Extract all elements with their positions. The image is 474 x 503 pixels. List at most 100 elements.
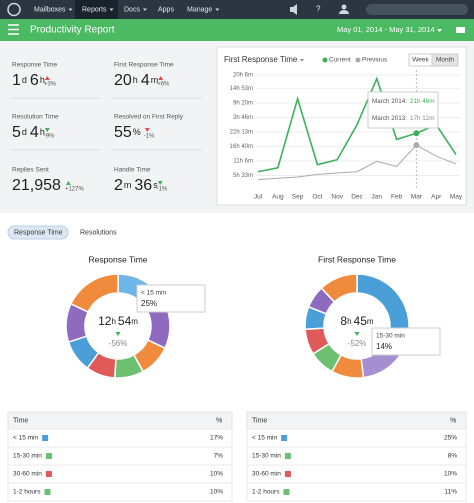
metric-change: +3% bbox=[44, 82, 57, 88]
row-value: 17% bbox=[210, 435, 223, 442]
metric-value: 55% bbox=[114, 124, 141, 141]
x-tick-label: Apr bbox=[431, 194, 442, 201]
center-unit: h bbox=[347, 317, 351, 326]
metric-trend bbox=[44, 128, 50, 132]
metric-unit: d bbox=[22, 127, 27, 137]
nav-item[interactable]: Reports bbox=[82, 6, 107, 13]
x-tick-label: May bbox=[450, 194, 463, 201]
metric-number: 4 bbox=[30, 124, 39, 141]
metric-unit: s bbox=[153, 180, 158, 190]
header-bar bbox=[0, 19, 474, 41]
nav-item[interactable]: Mailboxes bbox=[34, 6, 66, 13]
nav-caret bbox=[68, 8, 73, 11]
nav-item[interactable]: Docs bbox=[124, 6, 140, 13]
legend-dot bbox=[322, 57, 328, 63]
announce-icon[interactable] bbox=[290, 4, 297, 15]
hover-point bbox=[413, 142, 420, 149]
metric-label: First Response Time bbox=[114, 62, 174, 69]
metric-number: 5 bbox=[12, 124, 21, 141]
metric-value: 20h 4m bbox=[114, 72, 158, 89]
metric-number: 55 bbox=[114, 124, 132, 141]
menu-icon[interactable] bbox=[8, 24, 19, 35]
nav-item[interactable]: Apps bbox=[158, 6, 174, 13]
search-box[interactable] bbox=[366, 4, 468, 15]
column-header: Time bbox=[252, 417, 267, 424]
tab[interactable]: Resolutions bbox=[80, 229, 117, 236]
metric-unit: m bbox=[124, 180, 132, 190]
row-label: 1-2 hours bbox=[13, 489, 41, 496]
metric-number: 4 bbox=[141, 72, 150, 89]
metric-unit: m bbox=[151, 75, 159, 85]
print-icon[interactable] bbox=[456, 27, 465, 33]
x-tick-label: Nov bbox=[331, 194, 343, 201]
center-number: 12 bbox=[98, 314, 112, 328]
center-trend bbox=[354, 332, 360, 336]
tooltip-line: March 2014: 21h 46m bbox=[372, 98, 435, 105]
y-tick-label: 22h 13m bbox=[230, 130, 253, 136]
user-icon[interactable] bbox=[341, 4, 347, 10]
column-header: Time bbox=[13, 417, 28, 424]
tooltip-value: 25% bbox=[141, 299, 157, 308]
logo[interactable] bbox=[7, 2, 21, 17]
metric-value: 5d 4h bbox=[12, 124, 45, 141]
toggle-button[interactable] bbox=[431, 53, 459, 67]
row-swatch bbox=[283, 489, 290, 495]
metric-trend bbox=[144, 128, 150, 132]
y-tick-label: 20h 6m bbox=[233, 73, 253, 79]
tab[interactable]: Response Time bbox=[14, 229, 63, 236]
donut-segment[interactable] bbox=[69, 273, 119, 313]
tooltip-label: < 15 min bbox=[141, 290, 166, 297]
metric-unit: h bbox=[40, 127, 45, 137]
nav-active bbox=[75, 0, 118, 19]
metric-unit: h bbox=[40, 75, 45, 85]
tooltip bbox=[367, 91, 439, 129]
metric-value: 1d 6h bbox=[12, 72, 45, 89]
tooltip-label: March 2014: bbox=[372, 98, 407, 105]
date-range[interactable]: May 01, 2014 - May 31, 2014 bbox=[337, 25, 435, 34]
metric-trend bbox=[44, 76, 50, 80]
tooltip-label: March 2013: bbox=[372, 115, 407, 122]
series-line bbox=[257, 144, 457, 181]
y-tick-label: 3h 46m bbox=[233, 115, 253, 121]
tab-active[interactable] bbox=[7, 225, 69, 240]
x-tick-label: Aug bbox=[272, 194, 284, 201]
metric-value: 2m 36s bbox=[114, 177, 158, 194]
metric-number: 1 bbox=[12, 72, 21, 89]
center-unit: m bbox=[131, 317, 138, 326]
metric-change: -1% bbox=[144, 134, 155, 140]
row-value: 10% bbox=[444, 471, 457, 478]
metric-change: -9% bbox=[44, 134, 55, 140]
row-value: 7% bbox=[214, 453, 224, 460]
metric-trend bbox=[65, 181, 71, 185]
row-label: 15-30 min bbox=[13, 453, 42, 460]
center-trend bbox=[115, 332, 121, 336]
row-label: 1-2 hours bbox=[252, 489, 280, 496]
tooltip-value: 17h 12m bbox=[410, 115, 435, 122]
chart-title: First Response Time bbox=[224, 55, 298, 64]
legend-label[interactable]: Previous bbox=[362, 57, 388, 64]
center-number: 8 bbox=[340, 314, 347, 328]
row-swatch bbox=[45, 453, 52, 459]
nav-item[interactable]: Manage bbox=[187, 6, 212, 13]
metric-number: 2 bbox=[114, 177, 123, 194]
y-tick-label: 14h 53m bbox=[230, 86, 253, 92]
x-tick-label: Sep bbox=[292, 194, 304, 201]
donut-segment[interactable] bbox=[320, 273, 358, 304]
x-tick-label: Mar bbox=[411, 194, 423, 201]
row-swatch bbox=[281, 435, 288, 441]
table-row bbox=[7, 428, 233, 448]
nav-help[interactable]: ? bbox=[316, 5, 321, 14]
nav-caret bbox=[215, 8, 220, 11]
row-value: 25% bbox=[444, 435, 457, 442]
row-swatch bbox=[45, 471, 52, 477]
legend-label[interactable]: Current bbox=[329, 57, 351, 64]
table-header bbox=[246, 411, 467, 430]
metric-number: 6 bbox=[30, 72, 39, 89]
metric-unit: d bbox=[22, 75, 27, 85]
donut-tooltip bbox=[371, 327, 441, 356]
row-value: 8% bbox=[448, 453, 458, 460]
row-label: 30-60 min bbox=[252, 471, 281, 478]
donut-center: 12h 54m bbox=[98, 314, 138, 328]
y-tick-label: 9h 20m bbox=[233, 101, 253, 107]
